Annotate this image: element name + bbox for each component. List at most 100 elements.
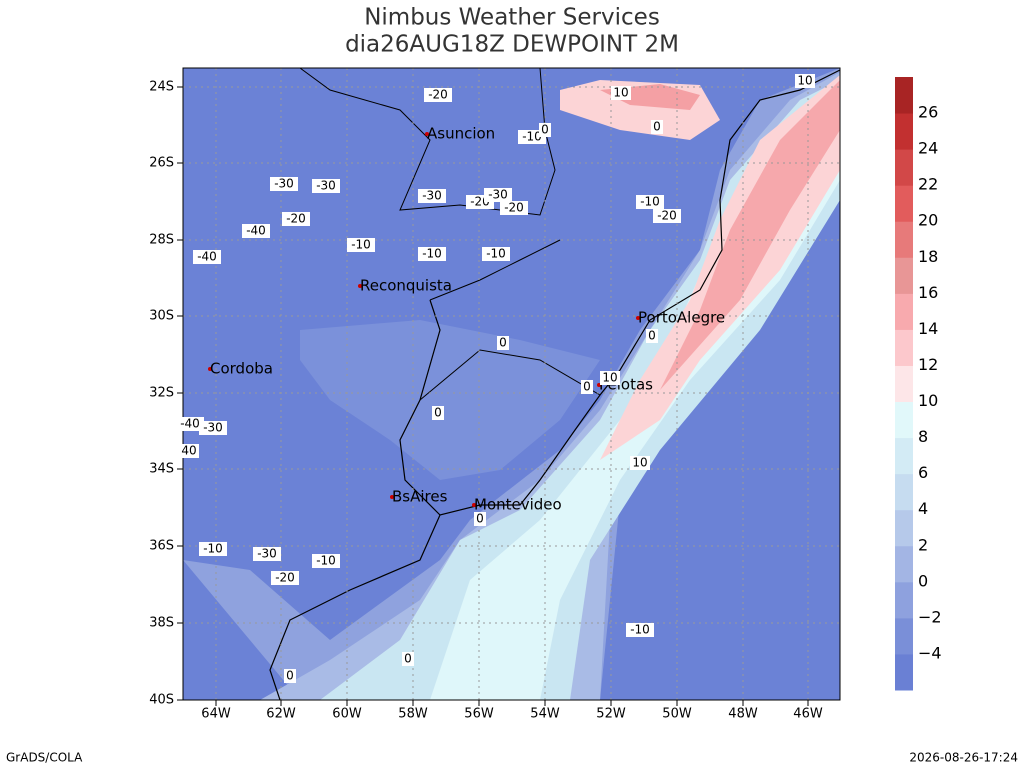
contour-label: -30 bbox=[488, 188, 508, 202]
contour-label: -10 bbox=[422, 247, 442, 261]
city-label: Reconquista bbox=[360, 277, 452, 295]
subtitle: dia26AUG18Z DEWPOINT 2M bbox=[345, 32, 679, 58]
city-dot bbox=[425, 132, 429, 136]
colorbar-band bbox=[895, 509, 913, 547]
contour-label-box bbox=[176, 417, 204, 431]
contour-label: -10 bbox=[522, 130, 542, 144]
colorbar-band bbox=[895, 293, 913, 330]
contour-label-box bbox=[271, 571, 299, 585]
contour-label: 10 bbox=[613, 86, 628, 100]
contour-label: -20 bbox=[428, 88, 448, 102]
contour-label: 0 bbox=[653, 120, 661, 134]
contour-label: -30 bbox=[203, 421, 223, 435]
contour-label: 10 bbox=[797, 74, 812, 88]
contour-label-box bbox=[179, 444, 199, 458]
lon-label: 56W bbox=[464, 707, 494, 722]
colorbar-label: 6 bbox=[918, 463, 928, 482]
lon-label: 54W bbox=[530, 707, 560, 722]
lat-label: 24S bbox=[149, 80, 174, 95]
contour-label-box bbox=[199, 542, 227, 556]
colorbar-band bbox=[895, 401, 913, 439]
contour-label-box bbox=[626, 623, 654, 637]
contour-label: -40 bbox=[246, 224, 266, 238]
contour-label-box bbox=[253, 547, 281, 561]
colorbar-label: 18 bbox=[918, 247, 938, 266]
contour-label-box bbox=[402, 652, 414, 666]
contour-label-box bbox=[539, 123, 551, 137]
colorbar-band bbox=[895, 365, 913, 403]
title: Nimbus Weather Services bbox=[364, 5, 660, 31]
lat-label: 28S bbox=[149, 233, 174, 248]
lon-label: 46W bbox=[793, 707, 823, 722]
contour-label-box bbox=[474, 512, 486, 526]
colorbar-label: 22 bbox=[918, 175, 938, 194]
colorbar-label: 2 bbox=[918, 535, 928, 554]
contour-label-box bbox=[795, 74, 815, 88]
city-label: BsAires bbox=[392, 488, 448, 506]
contour-label: 10 bbox=[602, 371, 617, 385]
lon-label: 62W bbox=[266, 707, 296, 722]
city-label: Asuncion bbox=[427, 125, 495, 143]
contour-label-box bbox=[312, 554, 340, 568]
city-label: Montevideo bbox=[474, 496, 562, 514]
colorbar-band bbox=[895, 617, 913, 655]
lon-label: 52W bbox=[596, 707, 626, 722]
contour-label: 40 bbox=[181, 444, 196, 458]
colorbar-label: −2 bbox=[918, 607, 942, 626]
colorbar-band bbox=[895, 473, 913, 511]
contour-label: 0 bbox=[648, 329, 656, 343]
colorbar-label: 10 bbox=[918, 391, 938, 410]
lat-label: 40S bbox=[149, 693, 174, 708]
contour-label-box bbox=[497, 336, 509, 350]
contour-label: -30 bbox=[274, 177, 294, 191]
contour-label-box bbox=[282, 212, 310, 226]
coastline bbox=[269, 69, 840, 700]
contour-label: 10 bbox=[632, 456, 647, 470]
contour-label-box bbox=[482, 247, 510, 261]
contour-label: -20 bbox=[275, 571, 295, 585]
lat-label: 36S bbox=[149, 539, 174, 554]
contour-label: -40 bbox=[180, 417, 200, 431]
contour-label: -10 bbox=[630, 623, 650, 637]
city-label: Cordoba bbox=[210, 360, 273, 378]
colorbar-label: 0 bbox=[918, 571, 928, 590]
contour-label: 0 bbox=[286, 669, 294, 683]
city-dot bbox=[390, 495, 394, 499]
contour-label-box bbox=[347, 238, 375, 252]
border bbox=[299, 68, 601, 401]
contour-label-box bbox=[484, 188, 512, 202]
colorbar-label: −4 bbox=[918, 643, 942, 662]
colorbar-label: 4 bbox=[918, 499, 928, 518]
colorbar-band bbox=[895, 185, 913, 222]
contour-label-box bbox=[630, 456, 650, 470]
contour-label-box bbox=[284, 669, 296, 683]
contour-label: 0 bbox=[583, 380, 591, 394]
contour-label-box bbox=[418, 189, 446, 203]
contour-label-box bbox=[611, 86, 631, 100]
city-dot bbox=[358, 284, 362, 288]
shade bbox=[300, 320, 600, 480]
colorbar-label: 24 bbox=[918, 139, 938, 158]
contour-label: -20 bbox=[504, 201, 524, 215]
contour-label: -20 bbox=[657, 209, 677, 223]
contour-label: -30 bbox=[257, 547, 277, 561]
contour-label: -30 bbox=[422, 189, 442, 203]
colorbar-band bbox=[895, 437, 913, 475]
grid bbox=[183, 68, 840, 700]
contour-label: 0 bbox=[434, 406, 442, 420]
colorbar-band bbox=[895, 113, 913, 150]
lon-label: 60W bbox=[332, 707, 362, 722]
lon-label: 50W bbox=[662, 707, 692, 722]
contour-label: -10 bbox=[203, 542, 223, 556]
colorbar-label: 20 bbox=[918, 211, 938, 230]
contour-label: -40 bbox=[197, 250, 217, 264]
lon-label: 48W bbox=[728, 707, 758, 722]
map-frame bbox=[182, 67, 841, 701]
lat-label: 32S bbox=[149, 386, 174, 401]
colorbar-band bbox=[895, 221, 913, 258]
city-label: PortoAlegre bbox=[638, 309, 725, 327]
contour-label: -30 bbox=[316, 179, 336, 193]
shade bbox=[660, 80, 840, 390]
colorbar-band bbox=[895, 653, 913, 691]
